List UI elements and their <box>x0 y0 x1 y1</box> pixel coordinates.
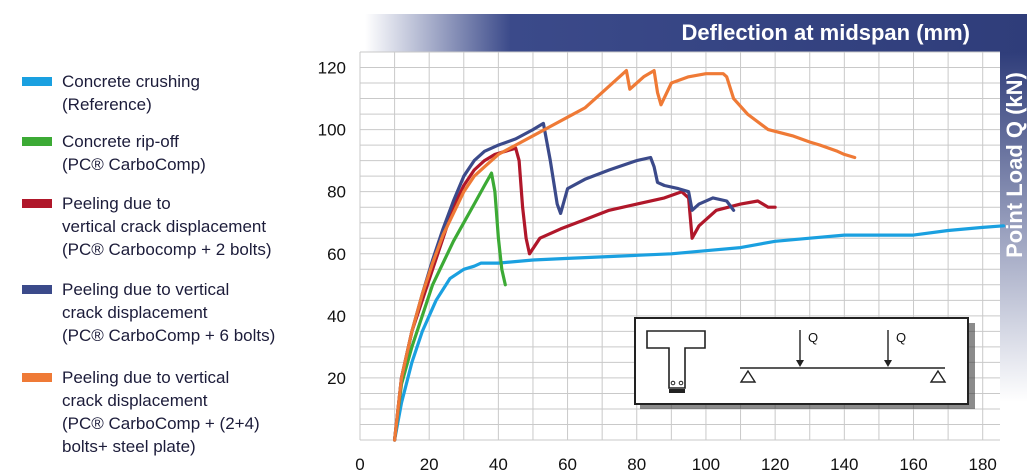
x-tick-label: 180 <box>969 455 997 474</box>
legend-label: Peeling due to vertical crack displacemen… <box>62 192 322 261</box>
legend: Concrete crushing (Reference) Concrete rip… <box>0 0 330 474</box>
legend-swatch <box>22 285 52 294</box>
carbon-plate <box>669 389 685 393</box>
tbeam-cross-section <box>646 330 706 389</box>
x-tick-label: 120 <box>761 455 789 474</box>
x-tick-label: 160 <box>899 455 927 474</box>
x-tick-label: 40 <box>489 455 508 474</box>
legend-swatch <box>22 199 52 208</box>
x-tick-label: 140 <box>830 455 858 474</box>
legend-label-line: (Reference) <box>62 95 152 114</box>
y-tick-label: 40 <box>327 307 346 326</box>
legend-label: Concrete rip-off (PC® CarboComp) <box>62 130 322 176</box>
legend-label-line: Peeling due to vertical <box>62 368 230 387</box>
legend-label-line: (PC® CarboComp + 6 bolts) <box>62 326 276 345</box>
legend-label-line: crack displacement <box>62 391 208 410</box>
legend-label-line: Peeling due to <box>62 194 171 213</box>
y-tick-label: 120 <box>318 59 346 78</box>
x-tick-label: 20 <box>420 455 439 474</box>
load-label-left: Q <box>808 330 818 345</box>
legend-label: Peeling due to vertical crack displacemen… <box>62 278 322 347</box>
x-tick-label: 100 <box>692 455 720 474</box>
legend-label-line: (PC® CarboComp + (2+4) <box>62 414 260 433</box>
y-tick-label: 100 <box>318 121 346 140</box>
load-label-right: Q <box>896 330 906 345</box>
legend-label-line: bolts+ steel plate) <box>62 437 196 456</box>
legend-label-line: (PC® CarboComp) <box>62 155 206 174</box>
legend-swatch <box>22 373 52 382</box>
x-axis-label: Deflection at midspan (mm) <box>682 20 970 45</box>
series-line <box>393 69 857 442</box>
support-right <box>929 369 947 383</box>
beam-schematic-inset: Q Q <box>634 317 975 409</box>
series-line <box>393 224 1006 442</box>
x-tick-label: 0 <box>355 455 364 474</box>
series-group <box>393 69 1006 442</box>
legend-label-line: (PC® Carbocomp + 2 bolts) <box>62 240 272 259</box>
legend-label: Peeling due to vertical crack displacemen… <box>62 366 322 458</box>
legend-swatch <box>22 137 52 146</box>
y-tick-label: 20 <box>327 369 346 388</box>
x-tick-label: 80 <box>627 455 646 474</box>
load-arrow-left <box>796 360 804 367</box>
legend-label: Concrete crushing (Reference) <box>62 70 322 116</box>
legend-label-line: vertical crack displacement <box>62 217 267 236</box>
y-tick-label: 80 <box>327 183 346 202</box>
y-axis-label: Point Load Q (kN) <box>1002 72 1027 258</box>
axis-ticks: 0 20 40 60 80 100 120 140 160 180 20 40 60 80 100 120 <box>318 59 997 474</box>
legend-label-line: Concrete rip-off <box>62 132 179 151</box>
legend-label-line: Peeling due to vertical <box>62 280 230 299</box>
x-axis-banner <box>365 14 1027 52</box>
legend-label-line: crack displacement <box>62 303 208 322</box>
support-left <box>739 369 757 383</box>
y-tick-label: 60 <box>327 245 346 264</box>
legend-swatch <box>22 77 52 86</box>
series-line <box>393 121 736 442</box>
x-tick-label: 60 <box>558 455 577 474</box>
series-line <box>393 171 507 442</box>
load-arrow-right <box>884 360 892 367</box>
legend-label-line: Concrete crushing <box>62 72 200 91</box>
